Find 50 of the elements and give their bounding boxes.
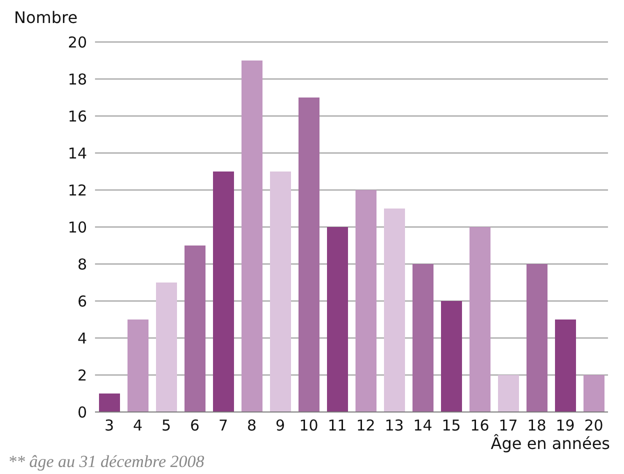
y-tick-label: 10 xyxy=(68,218,87,236)
y-tick-label: 18 xyxy=(68,70,87,88)
bar xyxy=(412,264,434,412)
y-tick-label: 20 xyxy=(68,33,87,52)
y-axis-title: Nombre xyxy=(14,8,78,27)
bar xyxy=(384,208,405,412)
x-tick-label: 7 xyxy=(218,416,228,435)
x-tick-label: 12 xyxy=(356,416,376,435)
x-tick-label: 20 xyxy=(584,416,604,435)
x-tick-label: 8 xyxy=(246,416,257,435)
y-tick-label: 2 xyxy=(77,366,87,384)
y-tick-label: 14 xyxy=(68,144,87,162)
bar xyxy=(441,301,462,412)
bar xyxy=(470,227,490,412)
x-tick-label: 4 xyxy=(132,416,143,435)
x-tick-label: 13 xyxy=(384,416,404,435)
bar xyxy=(270,172,291,412)
x-tick-label: 6 xyxy=(190,416,200,435)
bar xyxy=(156,282,177,412)
x-tick-label: 9 xyxy=(275,416,286,435)
x-tick-label: 17 xyxy=(498,416,518,435)
bar xyxy=(298,98,320,412)
bar xyxy=(99,394,120,412)
x-tick-label: 19 xyxy=(556,416,575,435)
x-axis-title: Âge en années xyxy=(490,434,610,453)
x-tick-label: 5 xyxy=(161,416,172,435)
x-tick-label: 11 xyxy=(328,416,347,435)
x-tick-label: 14 xyxy=(413,416,432,435)
bar xyxy=(584,375,604,412)
bar xyxy=(327,227,348,412)
bar xyxy=(555,320,576,412)
x-tick-label: 3 xyxy=(104,416,114,435)
y-tick-label: 4 xyxy=(77,329,87,348)
y-tick-label: 16 xyxy=(68,107,87,126)
bar xyxy=(184,246,206,412)
y-tick-label: 12 xyxy=(68,181,87,200)
bar xyxy=(498,375,519,412)
bar xyxy=(526,264,548,412)
bar xyxy=(213,172,234,412)
text: ** âge au 31 décembre 2008 xyxy=(8,452,204,472)
x-tick-label: 15 xyxy=(442,416,461,435)
x-tick-label: 16 xyxy=(470,416,490,435)
x-tick-label: 18 xyxy=(527,416,546,435)
y-tick-label: 8 xyxy=(77,255,87,274)
y-tick-label: 6 xyxy=(77,292,87,310)
y-tick-label: 0 xyxy=(77,403,87,422)
bar xyxy=(128,320,148,412)
bar xyxy=(242,60,262,412)
bar xyxy=(356,190,376,412)
x-tick-label: 10 xyxy=(299,416,318,435)
